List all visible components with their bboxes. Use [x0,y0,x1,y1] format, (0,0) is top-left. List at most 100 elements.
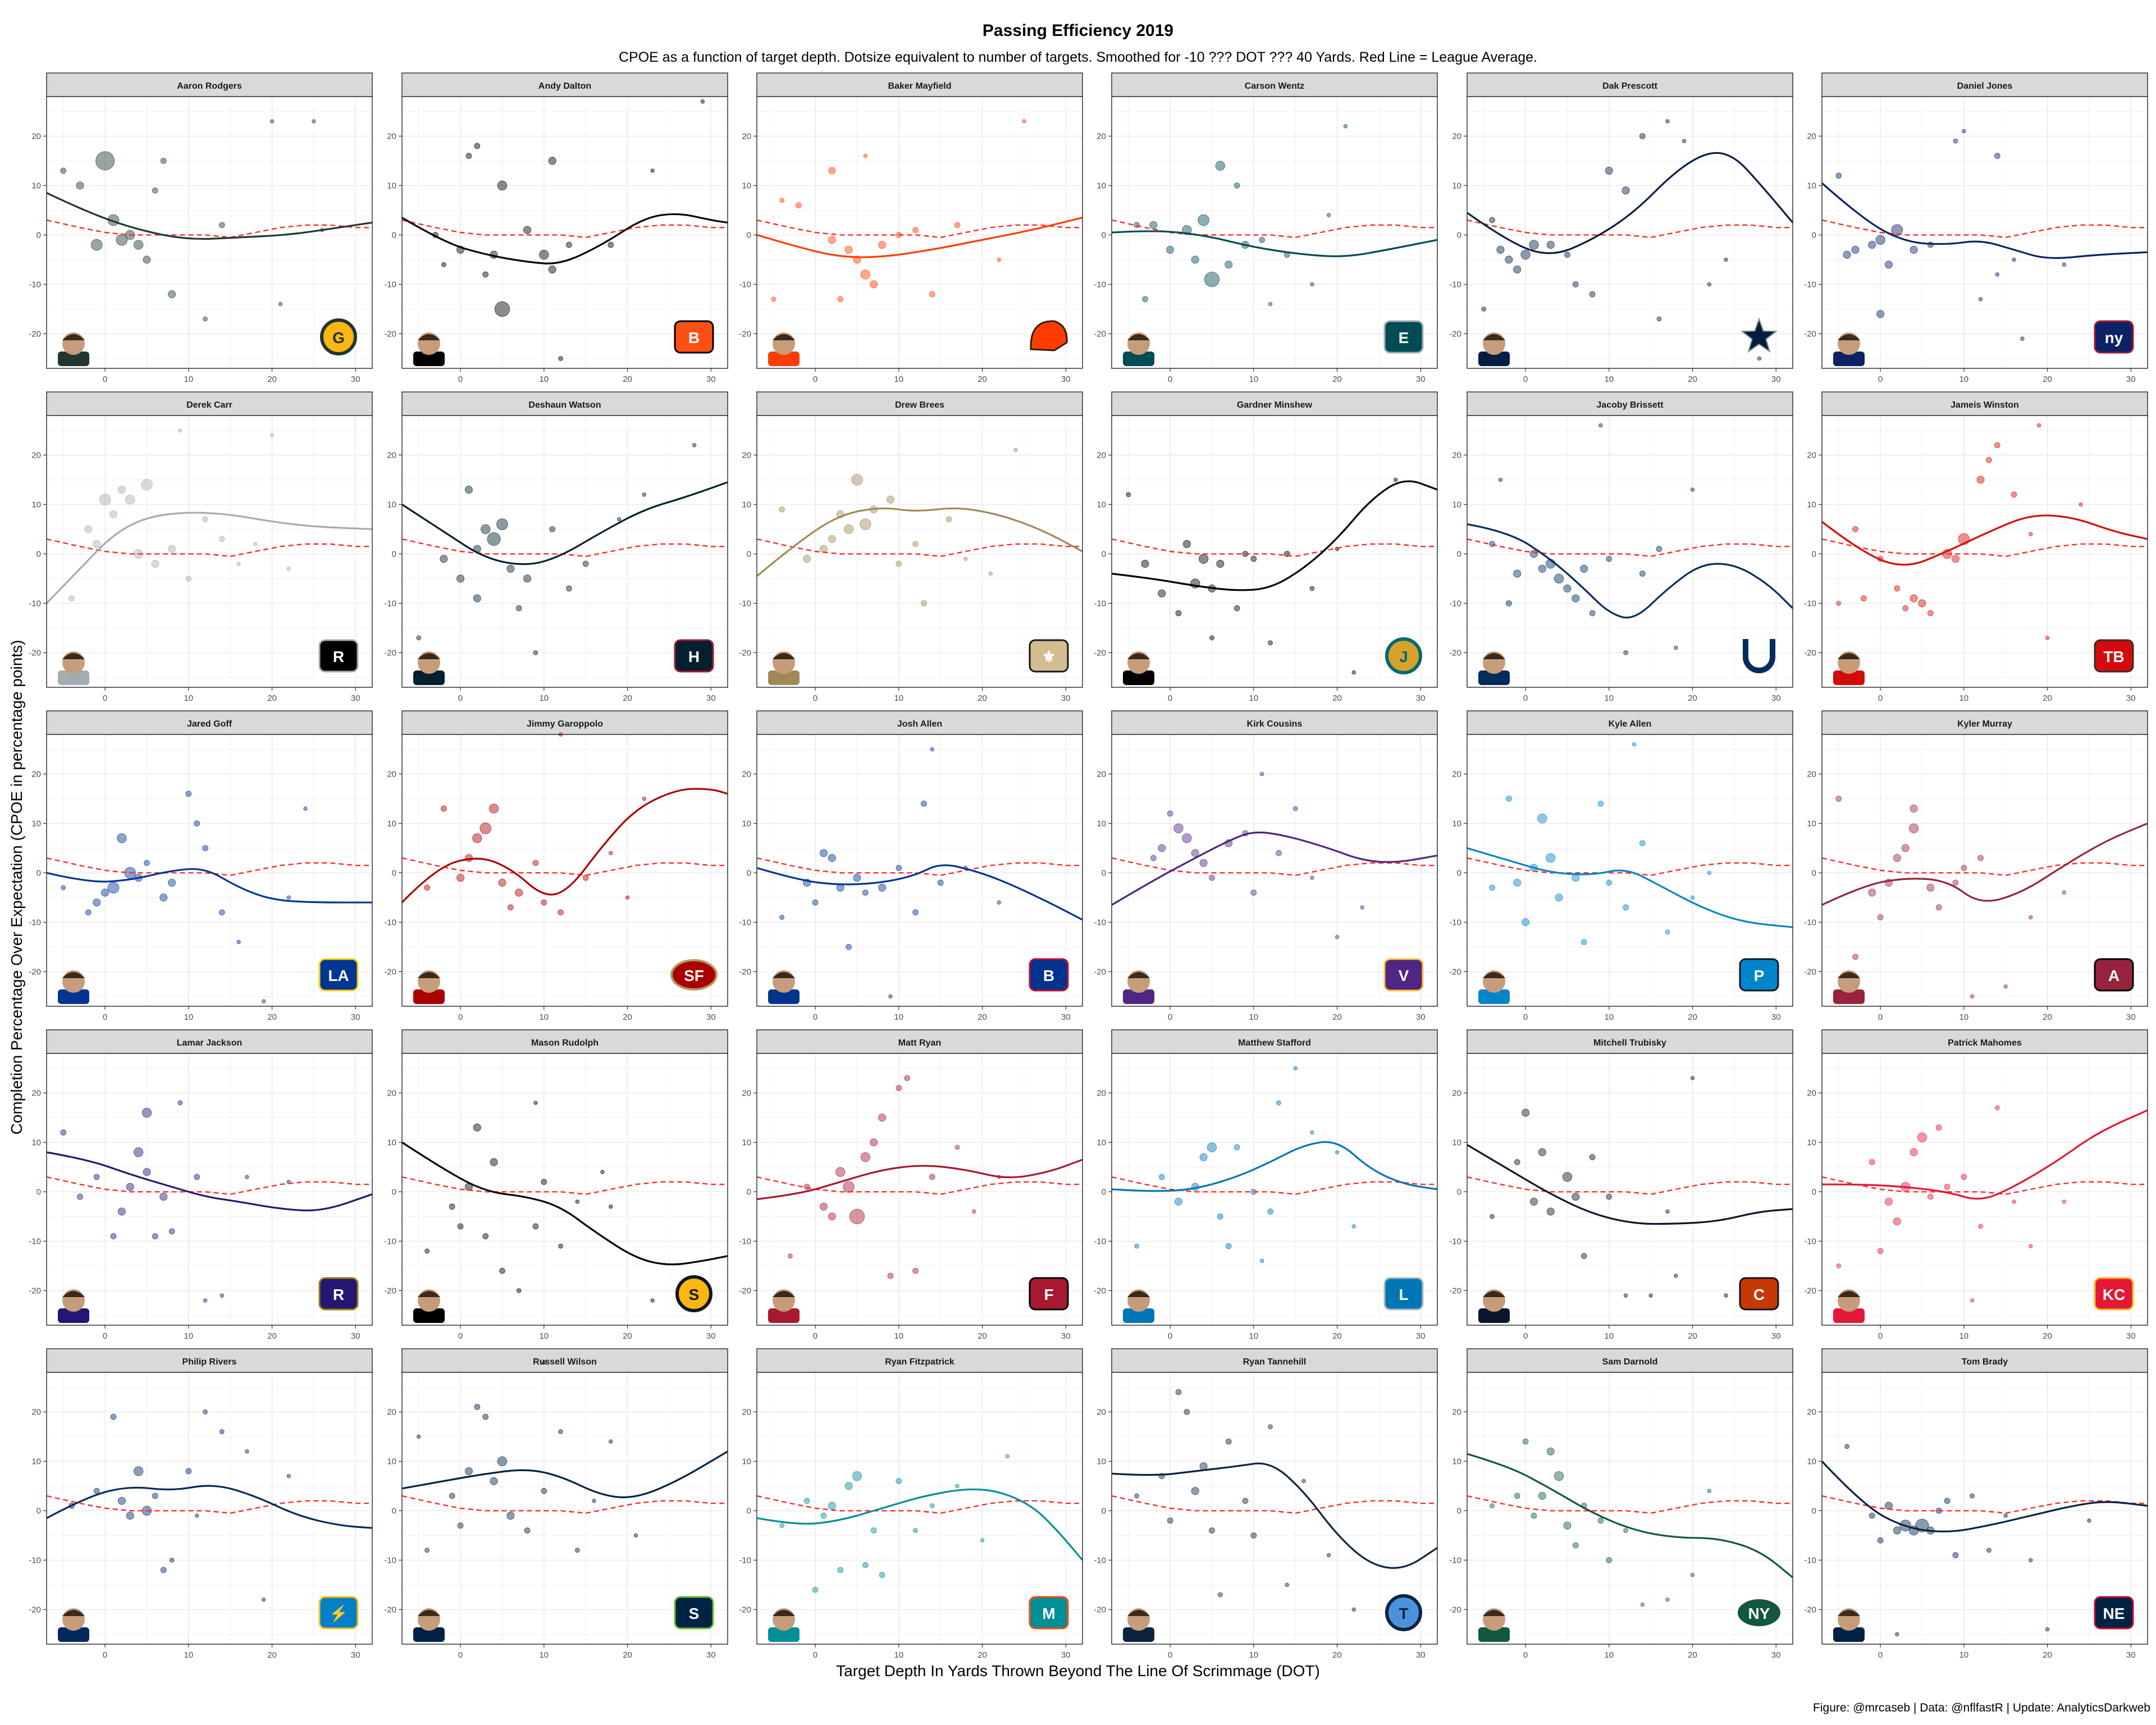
y-tick-label: 10 [1452,1457,1461,1466]
y-tick-label: 20 [1097,1088,1106,1098]
player-headshot [58,1627,89,1642]
x-tick-label: 0 [458,375,463,384]
data-point [60,167,67,174]
data-point [202,845,209,851]
x-tick-label: 10 [1249,1331,1258,1341]
data-point [542,1360,546,1365]
data-point [1301,1478,1306,1484]
data-point [642,796,647,801]
data-point [1707,1489,1712,1493]
data-point [202,516,209,523]
x-tick-label: 10 [1959,1012,1968,1022]
facet-strip-label: Kyler Murray [1957,719,2012,729]
team-logo [1740,317,1778,353]
panel-background [1467,1053,1793,1325]
y-tick-label: 0 [1457,868,1461,878]
player-headshot-hair [1483,1610,1505,1616]
team-logo-glyph: S [689,1605,700,1622]
panel-background [757,1372,1082,1644]
y-tick-label: 0 [747,868,751,878]
data-point [167,545,176,553]
data-point [1149,221,1158,229]
y-tick-label: 20 [742,1088,751,1098]
data-point [1216,559,1225,568]
data-point [185,1468,192,1475]
y-tick-label: 10 [742,1138,751,1147]
player-headshot [1123,989,1154,1004]
data-point [954,222,961,229]
data-point [1393,477,1398,482]
data-point [95,151,115,171]
data-point [1250,889,1257,896]
data-point [1851,245,1860,254]
player-headshot-hair [62,653,85,659]
data-point [1182,540,1191,548]
y-tick-label: -10 [1094,599,1106,608]
facet-strip-label: Deshaun Watson [528,400,601,410]
y-tick-label: -20 [29,329,41,339]
data-point [1902,605,1909,611]
y-tick-label: -10 [1449,280,1461,289]
player-headshot [58,352,89,366]
player-headshot-hair [418,334,440,340]
y-tick-label: 0 [1457,1506,1461,1516]
data-point [607,241,614,248]
data-point [1351,1607,1356,1612]
x-tick-label: 10 [539,1012,549,1022]
x-tick-label: 0 [1168,375,1172,384]
data-point [997,900,1002,905]
data-point [532,860,539,866]
team-logo [2094,958,2134,992]
facet-strip [1821,1029,2148,1054]
x-tick-label: 30 [1061,1650,1071,1660]
y-tick-label: -10 [1804,280,1816,289]
data-point [862,1562,869,1568]
data-point [582,560,589,567]
data-point [548,265,556,274]
x-tick-label: 30 [1771,1012,1781,1022]
data-point [464,1467,473,1476]
facet-strip-label: Jacoby Brissett [1596,400,1664,410]
x-tick-label: 20 [977,1331,987,1341]
data-point [1836,600,1842,606]
facet-strip [1821,710,2148,735]
y-tick-label: 20 [1452,1407,1461,1417]
x-tick-label: 0 [1878,693,1883,703]
facet-strip [401,1029,728,1054]
x-tick-label: 20 [1688,1331,1697,1341]
x-tick-label: 0 [1878,375,1883,384]
y-tick-label: -10 [29,918,41,927]
y-tick-label: -20 [739,1286,751,1295]
player-headshot [1123,1627,1154,1642]
data-point [1977,855,1984,861]
data-point [1268,302,1273,307]
data-point [835,1167,846,1177]
data-point [1489,884,1496,891]
x-tick-label: 10 [1959,1331,1968,1341]
data-point [1835,172,1842,179]
data-point [1529,550,1538,558]
panel-background [1112,734,1437,1006]
team-logo-glyph: ny [2105,329,2123,346]
x-tick-label: 0 [1168,1650,1172,1660]
x-tick-label: 30 [1061,1012,1071,1022]
y-tick-label: 20 [1452,1088,1461,1098]
data-point [1225,1243,1232,1249]
data-point [1690,1076,1695,1080]
facet-strip-label: Philip Rivers [182,1357,237,1367]
data-point [1242,1498,1249,1504]
facet-strip [401,710,728,735]
data-point [472,833,482,843]
x-tick-label: 0 [813,693,817,703]
facet-panel: Matt Ryan F 0 10 20 30 -20 -10 0 10 20 [739,1029,1083,1341]
y-tick-label: -20 [1094,1605,1106,1614]
y-tick-label: 10 [387,819,396,828]
data-point [416,635,422,641]
player-headshot-hair [1838,1610,1860,1616]
data-point [863,153,868,158]
y-tick-label: -20 [384,1605,396,1614]
league-average-line [401,857,728,877]
data-point [1597,1517,1604,1524]
team-logo [2094,1596,2134,1630]
data-point [2028,1558,2033,1563]
